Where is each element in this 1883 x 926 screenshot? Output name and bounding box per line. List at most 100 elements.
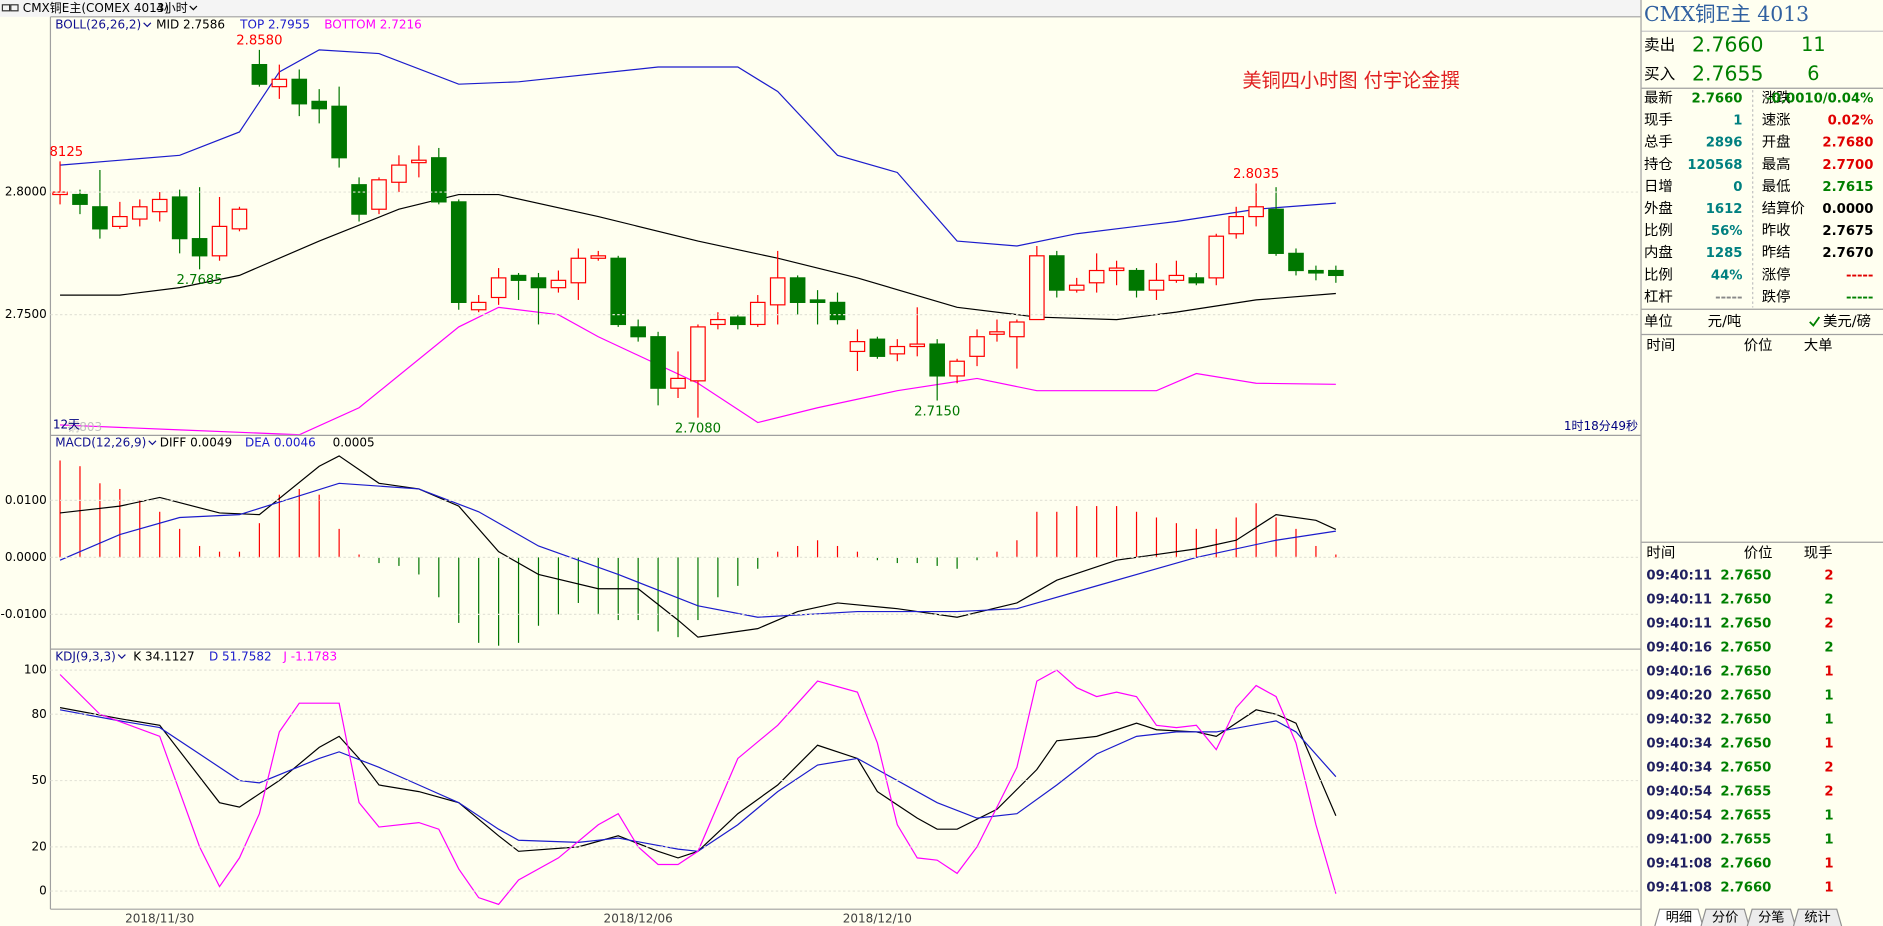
trade-time: 09:40:32 [1646,712,1712,727]
chevron [143,22,152,28]
price-label: 2.7150 [914,404,960,419]
tab[interactable] [1700,908,1750,926]
trade-time: 09:40:11 [1646,592,1712,607]
kdj-plot [59,669,1337,906]
stat-value: 2.7670 [1822,246,1873,261]
candle-body [351,184,367,215]
tab-label[interactable]: 分笔 [1758,910,1784,926]
chevron[interactable] [189,5,198,11]
stat-label: 最新 [1644,89,1673,106]
stat-value: ----- [1846,290,1873,305]
trade-price: 2.7655 [1720,833,1771,848]
trade-time: 09:40:20 [1646,688,1712,703]
trade-qty: 1 [1824,736,1833,751]
stat-value: ----- [1846,268,1873,283]
trade-time: 09:40:54 [1646,809,1712,824]
macd-bar [936,557,938,566]
stat-label: 跌停 [1762,288,1791,305]
period[interactable]: 4小时 [156,1,188,15]
y-tick-label: 100 [24,663,47,677]
trade-price: 2.7650 [1720,760,1771,775]
stat-label: 比例 [1644,222,1673,239]
x-tick-label: 2018/12/06 [604,911,673,925]
icon [10,4,19,12]
macd-bar [1056,511,1058,558]
macd-bar [298,488,300,558]
candle-body [1009,321,1025,338]
candle-body [191,238,208,257]
candle-body [1048,255,1065,291]
candle-body [112,215,128,227]
macd-bar [79,466,81,558]
macd-bar [996,551,998,558]
book-qty: 11 [1801,33,1825,56]
candle-body [1088,269,1105,284]
price-label: 2.8125 [37,145,83,160]
y-tick-label: -0.0100 [1,607,47,621]
stat-label: 日增 [1644,178,1673,195]
candle-body [151,198,168,213]
column-header: 大单 [1804,337,1833,354]
unit-option[interactable]: 美元/磅 [1823,313,1871,330]
candle-body [411,159,427,164]
macd-bar [757,557,759,569]
candle-body [470,301,487,311]
candle-body [1328,269,1344,277]
unit-option[interactable]: 元/吨 [1708,313,1742,330]
candle-body [749,301,766,326]
candle-body [550,279,567,289]
stat-label: 涨跌 [1762,89,1791,106]
price-label: 2.7685 [176,273,222,288]
trade-qty: 2 [1824,760,1833,775]
candle-body [969,336,985,357]
book-label: 卖出 [1644,36,1675,54]
tab[interactable] [1792,908,1843,926]
macd-bar [876,557,878,561]
macd-bar [218,551,221,558]
tab-label[interactable]: 统计 [1804,910,1830,926]
trade-price: 2.7660 [1720,881,1771,896]
price-label: 2.7080 [675,421,721,436]
trade-time: 09:40:16 [1646,640,1712,655]
indicator-line [59,669,1337,906]
trade-price: 2.7650 [1720,592,1771,607]
candle-body [391,164,407,183]
indicator-line [59,482,1336,618]
trade-qty: 2 [1824,568,1833,583]
macd-bar [916,557,918,564]
macd-bar [478,557,480,643]
candle-body [590,255,607,259]
candle-body [809,299,826,303]
macd-bar [99,483,101,558]
stat-value: 1285 [1706,246,1743,261]
candle-body [829,301,846,321]
candle-body [869,338,886,357]
macd-bar [1275,517,1277,558]
trade-qty: 2 [1824,592,1833,607]
candle-body [1029,255,1045,321]
column-header: 现手 [1804,545,1833,562]
stat-value: 2896 [1706,136,1743,151]
tab[interactable] [1746,908,1796,926]
macd-bar [1255,503,1257,558]
macd-bar [278,494,280,558]
candle-body [490,277,507,299]
indicator-line [59,455,1337,638]
stat-value: ----- [1715,290,1742,305]
candle-body [371,179,387,210]
tab[interactable] [1654,908,1704,926]
trade-price: 2.7650 [1720,640,1771,655]
tab-label[interactable]: 分价 [1712,910,1738,926]
tab-label[interactable]: 明细 [1666,910,1692,926]
stat-value: 2.7615 [1822,180,1873,195]
macd-bar [557,557,560,615]
candle-body [849,341,866,353]
y-tick-label: 0 [39,884,47,898]
main-plot: 2.8125 2.7685 2.8580 2.7080 2.7150 2.8035 美铜四小… [37,33,1460,436]
stat-label: 现手 [1644,112,1673,129]
trade-time: 09:41:00 [1646,833,1712,848]
y-tick-label: 50 [32,773,47,787]
candle-body [131,206,148,220]
y-tick-label: 0.0100 [5,493,47,507]
